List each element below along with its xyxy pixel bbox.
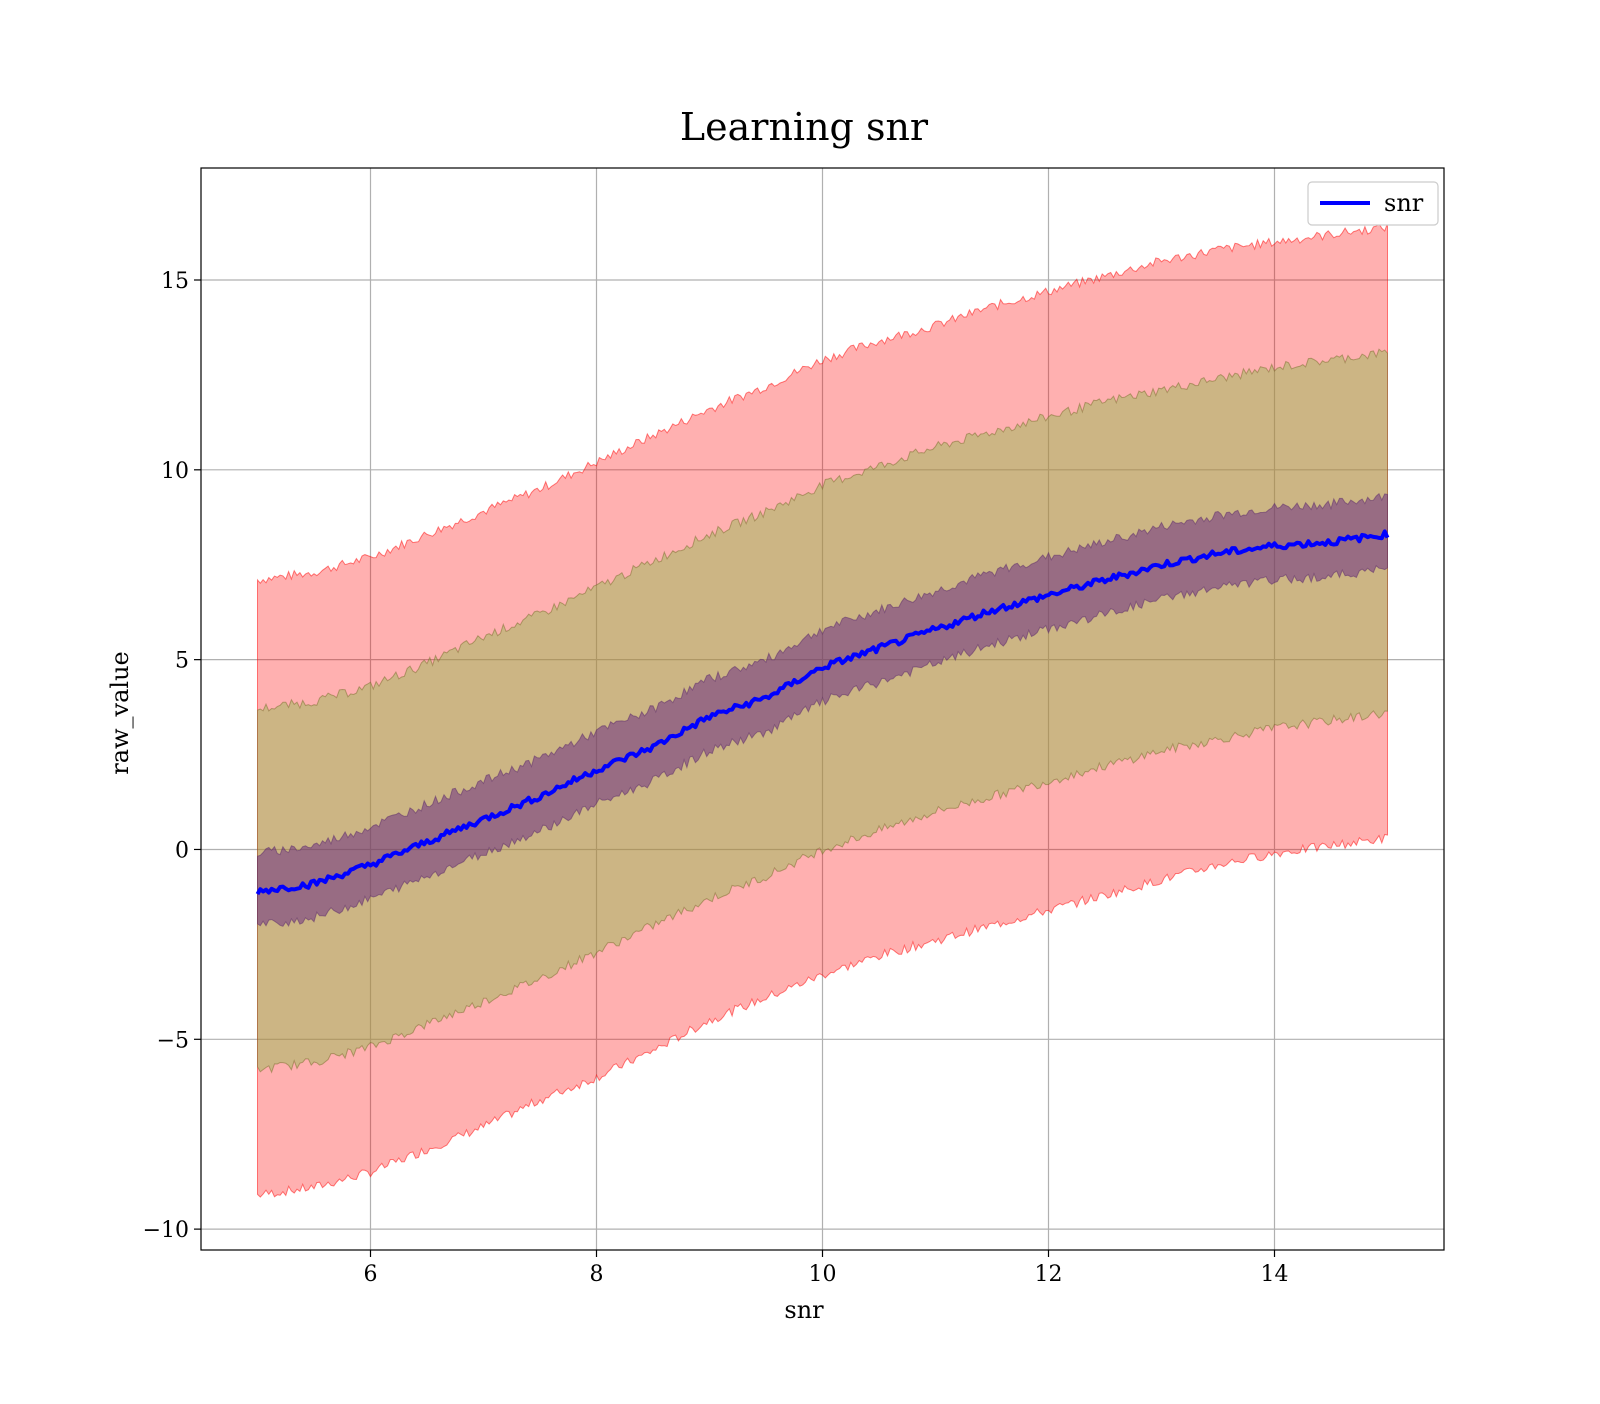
y-tick-label: 10 xyxy=(161,459,189,484)
band-middle xyxy=(257,348,1388,1074)
legend-box xyxy=(1307,181,1439,226)
y-tick-label: 0 xyxy=(175,838,189,863)
band-outer xyxy=(257,222,1388,1198)
y-tick-label: −5 xyxy=(157,1028,189,1053)
y-tick-label: 15 xyxy=(161,269,189,294)
legend-label-snr: snr xyxy=(1384,189,1424,217)
x-tick-label: 10 xyxy=(809,1262,837,1287)
x-tick-label: 14 xyxy=(1261,1262,1289,1287)
y-axis-label: raw_value xyxy=(106,651,134,775)
series-lines xyxy=(255,529,1390,896)
x-tick-label: 12 xyxy=(1035,1262,1063,1287)
series-line-snr xyxy=(255,529,1390,896)
band-inner xyxy=(257,492,1388,927)
y-tick-label: −10 xyxy=(143,1218,189,1243)
x-axis-label: snr xyxy=(784,1296,824,1324)
legend: snr xyxy=(1307,181,1439,226)
axis-ticks: 6 8 10 12 14 −10 −5 0 5 10 15 xyxy=(143,269,1289,1287)
x-tick-label: 8 xyxy=(590,1262,604,1287)
x-tick-label: 6 xyxy=(364,1262,378,1287)
chart-title: Learning snr xyxy=(680,105,929,149)
y-tick-label: 5 xyxy=(175,649,189,674)
confidence-bands xyxy=(257,222,1388,1198)
